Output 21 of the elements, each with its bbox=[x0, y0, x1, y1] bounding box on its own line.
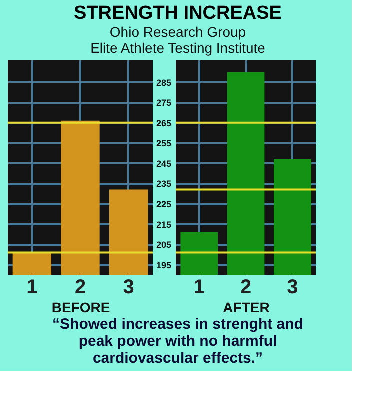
x-axis-title: BEFORE bbox=[52, 300, 110, 316]
y-tick-label: 285 bbox=[156, 78, 172, 88]
chart-subtitle: Ohio Research Group Elite Athlete Testing Institute bbox=[90, 24, 266, 56]
y-tick-label: 225 bbox=[156, 200, 172, 210]
y-tick-label: 265 bbox=[156, 118, 172, 128]
chart-title: STRENGTH INCREASE bbox=[74, 3, 282, 24]
y-tick-label: 235 bbox=[156, 179, 172, 190]
x-tick-label: 1 bbox=[26, 276, 38, 298]
text: “Showed increases in strenght and peak power with no harmful cardiovascular effects.” bbox=[52, 316, 304, 367]
x-tick-label: 1 bbox=[194, 276, 205, 298]
y-tick-label: 195 bbox=[156, 260, 172, 270]
y-tick-label: 245 bbox=[156, 158, 172, 169]
y-tick-label: 205 bbox=[156, 240, 172, 250]
y-tick-label: 215 bbox=[156, 220, 172, 230]
x-tick-label: 3 bbox=[123, 276, 134, 298]
x-tick-label: 2 bbox=[240, 276, 252, 298]
x-axis-title: AFTER bbox=[223, 300, 270, 316]
y-tick-label: 255 bbox=[156, 138, 172, 149]
y-tick-label: 275 bbox=[156, 98, 172, 108]
x-tick-label: 3 bbox=[287, 276, 298, 298]
x-tick-label: 2 bbox=[74, 276, 86, 298]
